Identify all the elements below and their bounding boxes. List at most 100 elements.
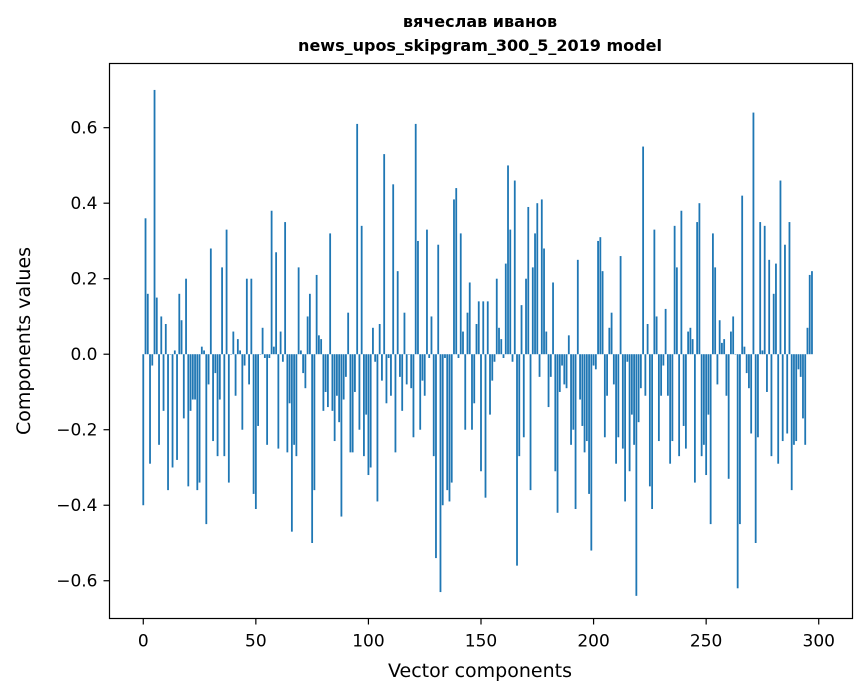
bar-77: [315, 274, 318, 355]
bar-56: [268, 354, 271, 358]
bar-157: [495, 278, 498, 355]
bar-139: [455, 188, 458, 355]
bar-100: [367, 354, 370, 476]
bar-187: [563, 354, 566, 385]
bar-159: [500, 339, 503, 355]
bar-249: [703, 354, 705, 445]
bar-36: [223, 354, 226, 457]
bar-228: [655, 316, 658, 355]
bar-148: [475, 324, 478, 355]
bar-270: [750, 354, 753, 434]
bar-257: [721, 342, 723, 355]
bar-29: [207, 354, 210, 385]
y-tick-label: 0.0: [70, 345, 97, 365]
bar-26: [200, 346, 203, 355]
bar-291: [797, 354, 800, 370]
bar-45: [243, 354, 246, 366]
bar-188: [565, 354, 568, 389]
bar-284: [781, 354, 784, 442]
bar-225: [648, 354, 651, 487]
bar-135: [446, 354, 449, 491]
bar-78: [317, 335, 320, 355]
bar-107: [383, 154, 386, 355]
bar-51: [257, 354, 259, 426]
bar-14: [173, 350, 176, 355]
bar-239: [680, 210, 683, 355]
bar-75: [311, 354, 314, 543]
bar-181: [549, 354, 552, 377]
bar-63: [284, 222, 287, 355]
y-tick-label: −0.4: [56, 496, 97, 516]
bar-38: [227, 354, 230, 483]
bar-13: [171, 354, 174, 468]
bar-189: [567, 335, 570, 355]
bar-255: [716, 354, 719, 385]
bar-79: [320, 339, 323, 355]
x-tick-label: 200: [577, 632, 609, 652]
x-tick-label: 50: [245, 632, 267, 652]
bar-62: [281, 354, 284, 362]
bar-166: [516, 354, 518, 566]
bar-108: [385, 354, 388, 404]
bar-70: [299, 350, 302, 355]
bar-87: [338, 354, 341, 423]
bar-218: [633, 354, 635, 445]
bar-150: [480, 354, 482, 472]
bar-177: [540, 199, 543, 355]
bar-49: [252, 354, 255, 494]
bar-186: [561, 354, 563, 366]
bar-275: [761, 350, 764, 355]
bar-173: [531, 267, 534, 355]
bar-221: [639, 354, 642, 389]
chart-subtitle: news_upos_skipgram_300_5_2019 model: [298, 36, 662, 55]
bar-248: [700, 354, 703, 457]
bar-0: [142, 354, 145, 506]
bar-200: [592, 354, 595, 366]
bar-244: [691, 339, 694, 355]
bar-33: [216, 354, 219, 457]
bar-175: [536, 203, 539, 355]
bar-274: [759, 222, 762, 355]
plot-frame: [108, 62, 854, 620]
bar-30: [209, 248, 212, 355]
bar-48: [250, 278, 253, 355]
bar-223: [644, 354, 647, 396]
bar-43: [239, 350, 241, 355]
bar-273: [757, 354, 759, 438]
bar-212: [619, 256, 622, 355]
bar-59: [275, 252, 278, 355]
bar-191: [572, 354, 575, 430]
bar-55: [266, 354, 269, 445]
bar-10: [164, 324, 167, 355]
bar-34: [218, 354, 221, 400]
bar-171: [527, 206, 530, 355]
bar-169: [522, 354, 525, 438]
bar-93: [351, 354, 354, 453]
bar-127: [428, 354, 431, 358]
bar-296: [808, 274, 811, 355]
bar-112: [394, 354, 397, 453]
bar-82: [327, 354, 329, 408]
bar-116: [403, 312, 406, 355]
bar-278: [768, 259, 771, 355]
bar-234: [669, 354, 672, 464]
bar-196: [583, 354, 586, 453]
bar-88: [340, 354, 343, 517]
bar-2: [146, 293, 149, 355]
bar-167: [518, 354, 521, 457]
bar-245: [693, 354, 696, 483]
bar-252: [709, 354, 712, 525]
bar-165: [513, 180, 516, 355]
bar-27: [203, 350, 205, 355]
bar-161: [504, 263, 507, 355]
bar-72: [304, 354, 307, 389]
bar-129: [432, 354, 435, 457]
bar-253: [712, 233, 714, 355]
bar-64: [286, 354, 289, 453]
x-axis-label: Vector components: [388, 660, 572, 682]
bar-61: [279, 331, 282, 355]
bar-145: [468, 282, 471, 355]
bar-121: [414, 123, 417, 355]
bar-40: [232, 331, 235, 355]
bar-233: [666, 354, 669, 396]
